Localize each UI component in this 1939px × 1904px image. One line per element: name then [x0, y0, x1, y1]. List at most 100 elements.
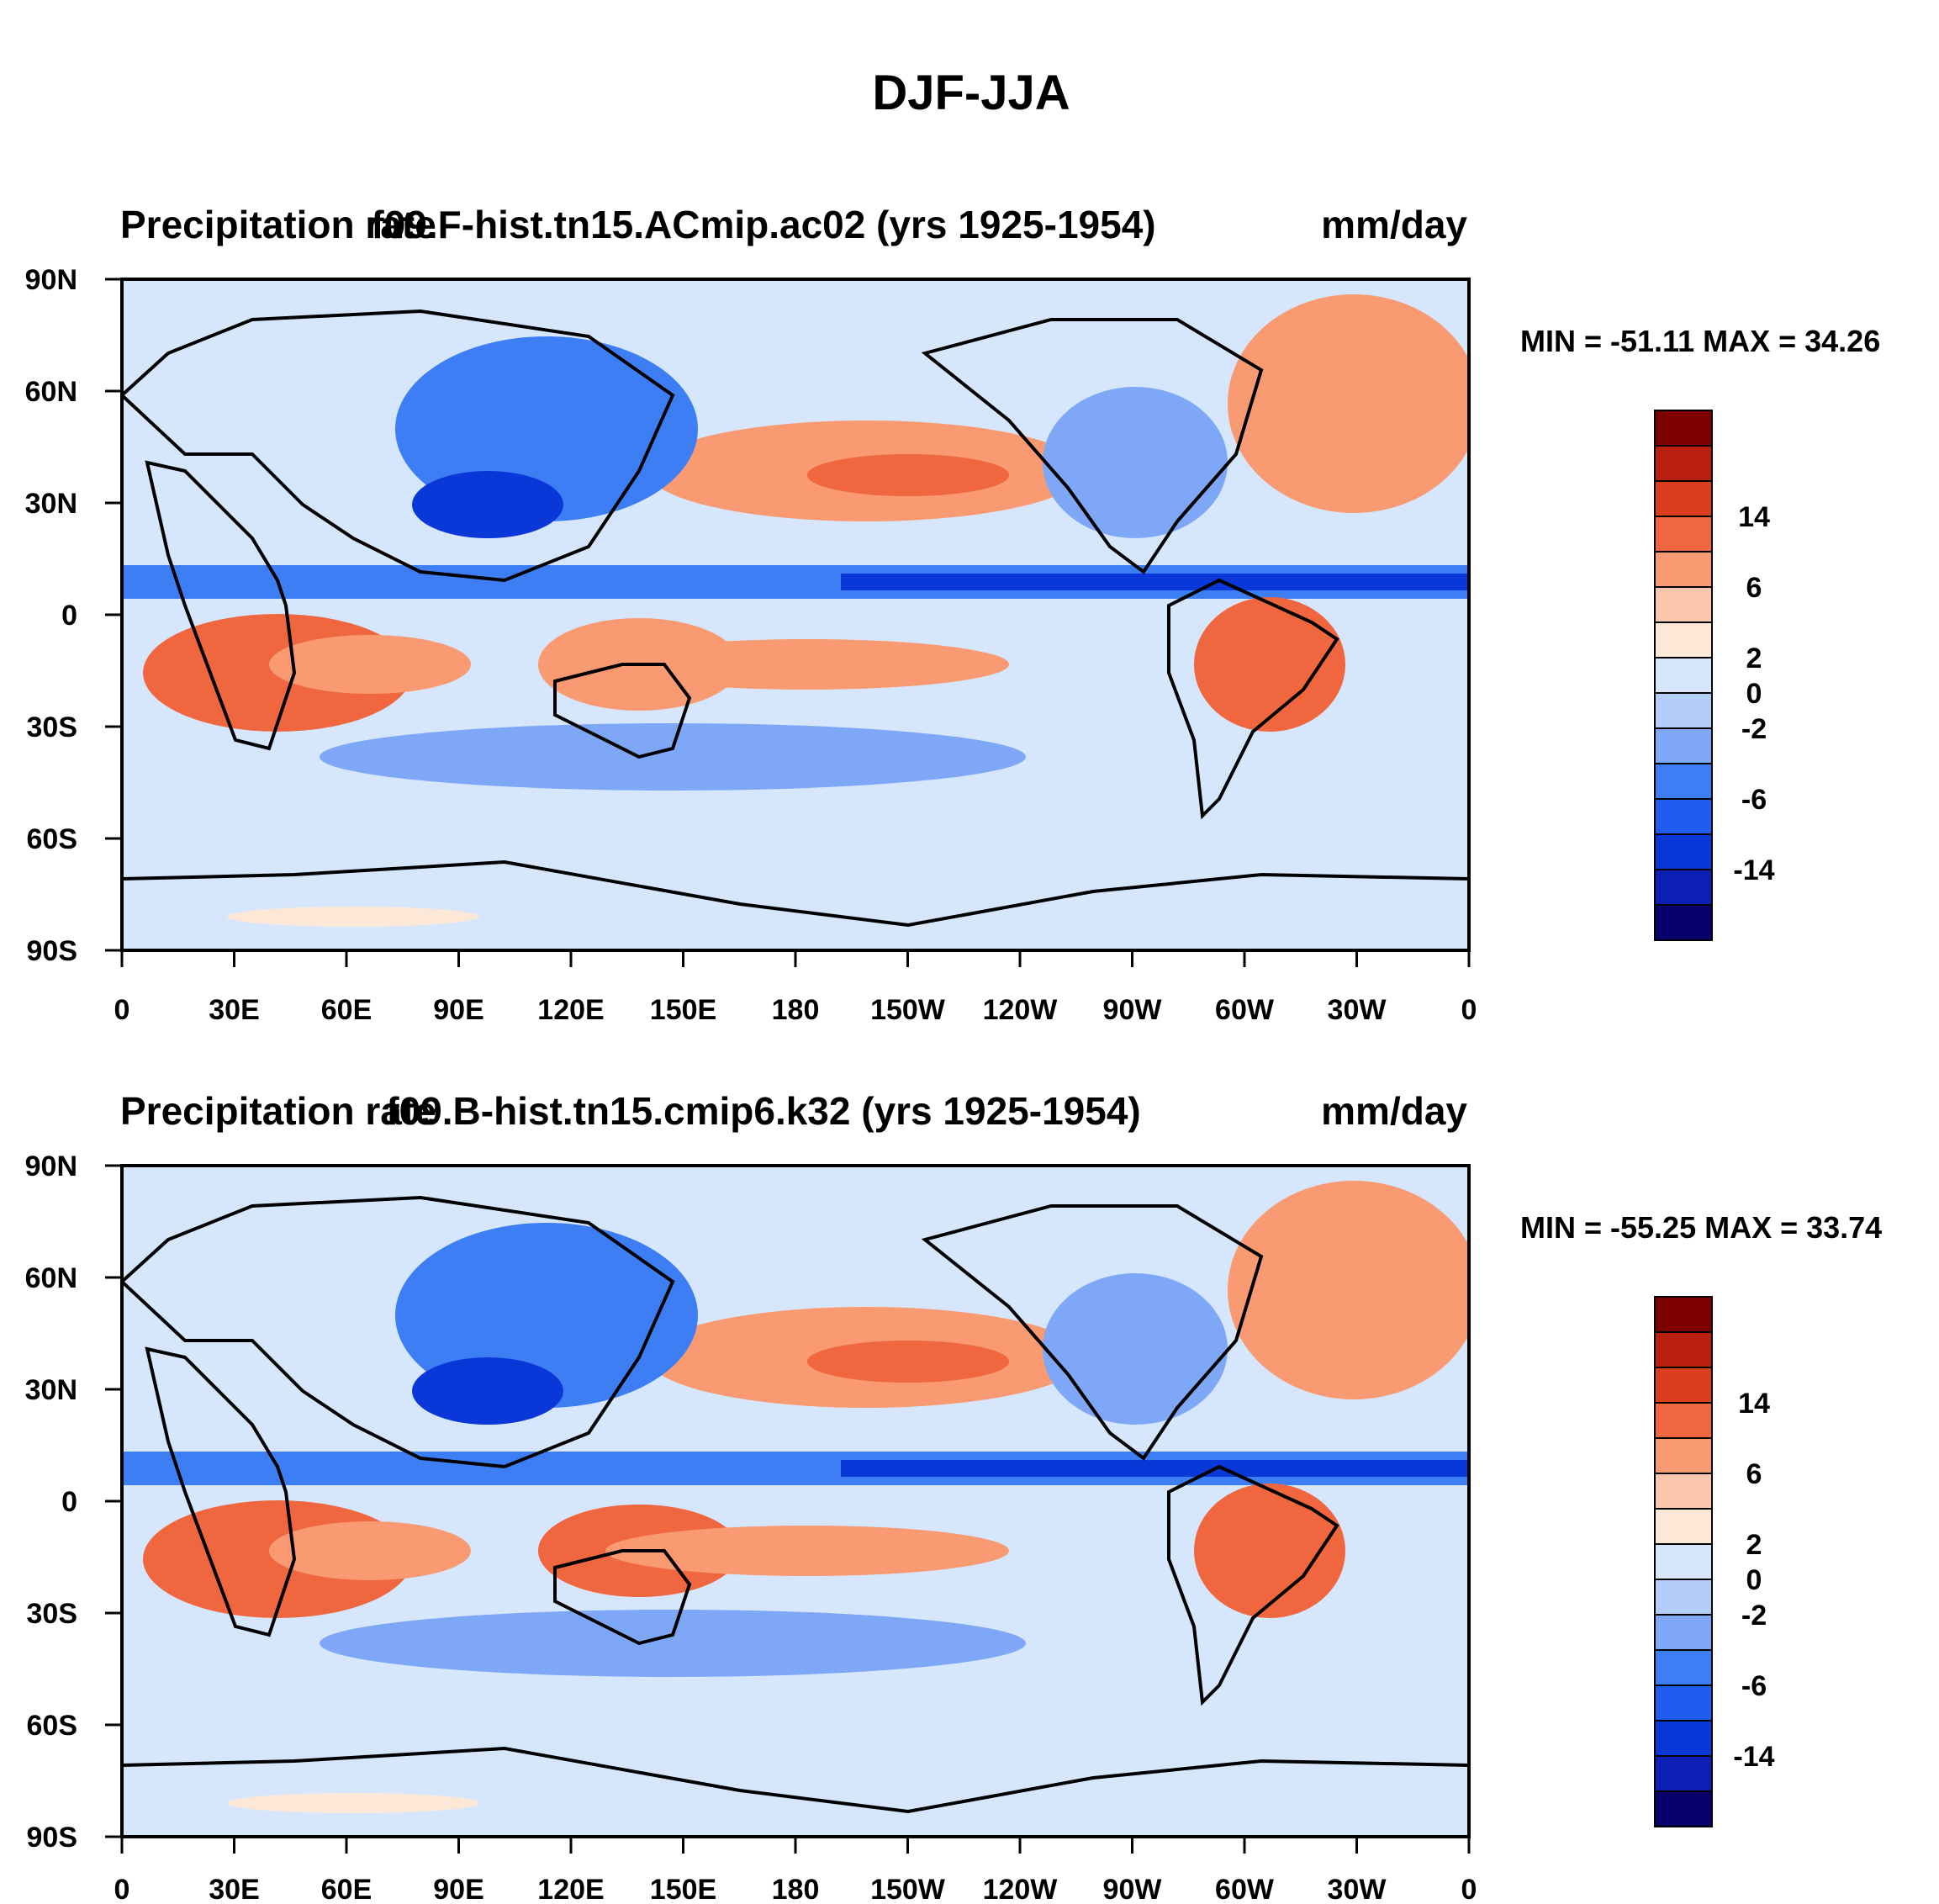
y-tick-label: 60S [27, 823, 78, 855]
panel-2-colorbar: 14 6 20 -2 -6 -14 [1654, 1296, 1775, 1827]
north-america-negative [1043, 1273, 1228, 1425]
panel-1-units: mm/day [1321, 203, 1467, 246]
africa-outline [145, 1346, 297, 1637]
panel-1: Precipitation rate f09.F-hist.tn15.ACmip… [25, 203, 1881, 1026]
colorbar-label: 0 [1746, 1564, 1762, 1596]
y-tick-label: 30S [27, 1598, 78, 1630]
x-tick-label: 60E [321, 994, 372, 1026]
x-tick-label: 0 [114, 994, 130, 1026]
x-tick-label: 0 [114, 1874, 130, 1904]
colorbar-label: -6 [1741, 1670, 1767, 1702]
y-tick-label: 90N [25, 264, 77, 296]
colorbar-swatch [1654, 551, 1713, 588]
y-tick-label: 60S [27, 1710, 78, 1742]
panel-2-coastlines [122, 1195, 1469, 1814]
colorbar-swatch [1654, 692, 1713, 729]
north-america-outline [921, 318, 1264, 574]
x-tick-label: 150W [870, 1874, 946, 1904]
north-atlantic-positive [1228, 1181, 1469, 1399]
colorbar-swatch [1654, 1402, 1713, 1439]
colorbar-swatch [1654, 586, 1713, 623]
panel-2-precip-fields [122, 1181, 1469, 1813]
panel-1-precip-fields [122, 294, 1469, 927]
colorbar-label: 2 [1746, 643, 1762, 674]
x-tick-label: 90W [1103, 1874, 1163, 1904]
x-tick-label: 120W [983, 1874, 1059, 1904]
colorbar-label: -6 [1741, 784, 1767, 816]
panel-2-left-title: Precipitation rate [120, 1089, 436, 1133]
spcz-positive [605, 1526, 1009, 1576]
colorbar-label: 6 [1746, 1458, 1762, 1490]
antarctic-positive [227, 1793, 479, 1813]
north-america-outline [921, 1204, 1264, 1461]
south-america-positive [1194, 1484, 1345, 1618]
colorbar-swatch [1654, 480, 1713, 517]
colorbar-swatch [1654, 1331, 1713, 1368]
north-atlantic-positive [1228, 294, 1469, 513]
spcz-positive [605, 639, 1009, 690]
colorbar-swatch [1654, 1296, 1713, 1333]
colorbar-label: 0 [1746, 678, 1762, 710]
colorbar-swatch [1654, 1579, 1713, 1616]
y-tick-label: 0 [61, 600, 77, 632]
x-tick-label: 90E [433, 994, 484, 1026]
colorbar-swatch [1654, 1685, 1713, 1722]
colorbar-swatch [1654, 516, 1713, 553]
colorbar-swatch [1654, 1614, 1713, 1651]
colorbar-label: -2 [1741, 713, 1767, 745]
itcz-core [841, 1460, 1469, 1477]
panel-2-y-tick-labels: 90N 60N 30N 0 30S 60S 90S [25, 1150, 77, 1854]
y-tick-label: 60N [25, 1262, 77, 1294]
antarctica-outline [122, 1746, 1469, 1814]
australia-outline [553, 663, 692, 759]
eurasia-outline [122, 309, 675, 583]
colorbar-swatch [1654, 833, 1713, 870]
colorbar-swatch [1654, 1790, 1713, 1827]
asia-negative-core [412, 471, 563, 538]
panel-1-y-tick-labels: 90N 60N 30N 0 30S 60S 90S [25, 264, 77, 967]
colorbar-swatch [1654, 410, 1713, 447]
panel-2-center-title: f09.B-hist.tn15.cmip6.k32 (yrs 1925-1954… [386, 1089, 1140, 1133]
colorbar-swatch [1654, 798, 1713, 835]
panel-1-center-title: f09.F-hist.tn15.ACmip.ac02 (yrs 1925-195… [371, 203, 1155, 246]
x-tick-label: 0 [1461, 994, 1477, 1026]
colorbar-swatch [1654, 1508, 1713, 1545]
colorbar-swatch [1654, 1543, 1713, 1580]
indian-ocean-positive [269, 1521, 471, 1580]
x-tick-label: 120E [537, 1874, 604, 1904]
colorbar-swatch [1654, 1437, 1713, 1474]
colorbar-label: -14 [1733, 1741, 1774, 1773]
colorbar-label: -14 [1733, 854, 1774, 886]
x-tick-label: 60W [1215, 994, 1275, 1026]
x-tick-label: 150E [650, 994, 716, 1026]
x-tick-label: 0 [1461, 1874, 1477, 1904]
x-tick-label: 150W [870, 994, 946, 1026]
colorbar-label: 14 [1738, 1388, 1770, 1420]
panel-1-ticks [105, 278, 1471, 967]
y-tick-label: 0 [61, 1486, 77, 1518]
eurasia-outline [122, 1195, 675, 1469]
north-pacific-core [807, 454, 1009, 496]
panel-2: Precipitation rate f09.B-hist.tn15.cmip6… [25, 1089, 1883, 1904]
south-america-positive [1194, 597, 1345, 732]
x-tick-label: 150E [650, 1874, 716, 1904]
x-tick-label: 60E [321, 1874, 372, 1904]
panel-2-units: mm/day [1321, 1089, 1467, 1133]
antarctica-outline [122, 859, 1469, 928]
x-tick-label: 120E [537, 994, 604, 1026]
colorbar-swatch [1654, 621, 1713, 658]
southern-ocean-negative [320, 723, 1026, 791]
colorbar-swatch [1654, 1473, 1713, 1510]
south-america-outline [1167, 578, 1339, 820]
colorbar-swatch [1654, 1720, 1713, 1757]
x-tick-label: 60W [1215, 1874, 1275, 1904]
colorbar-swatch [1654, 763, 1713, 800]
southern-ocean-negative [320, 1610, 1026, 1677]
panel-1-left-title: Precipitation rate [120, 203, 436, 246]
y-tick-label: 30S [27, 711, 78, 743]
x-tick-label: 180 [772, 1874, 820, 1904]
x-tick-label: 180 [772, 994, 820, 1026]
x-tick-label: 90W [1103, 994, 1163, 1026]
colorbar-swatch [1654, 1649, 1713, 1686]
